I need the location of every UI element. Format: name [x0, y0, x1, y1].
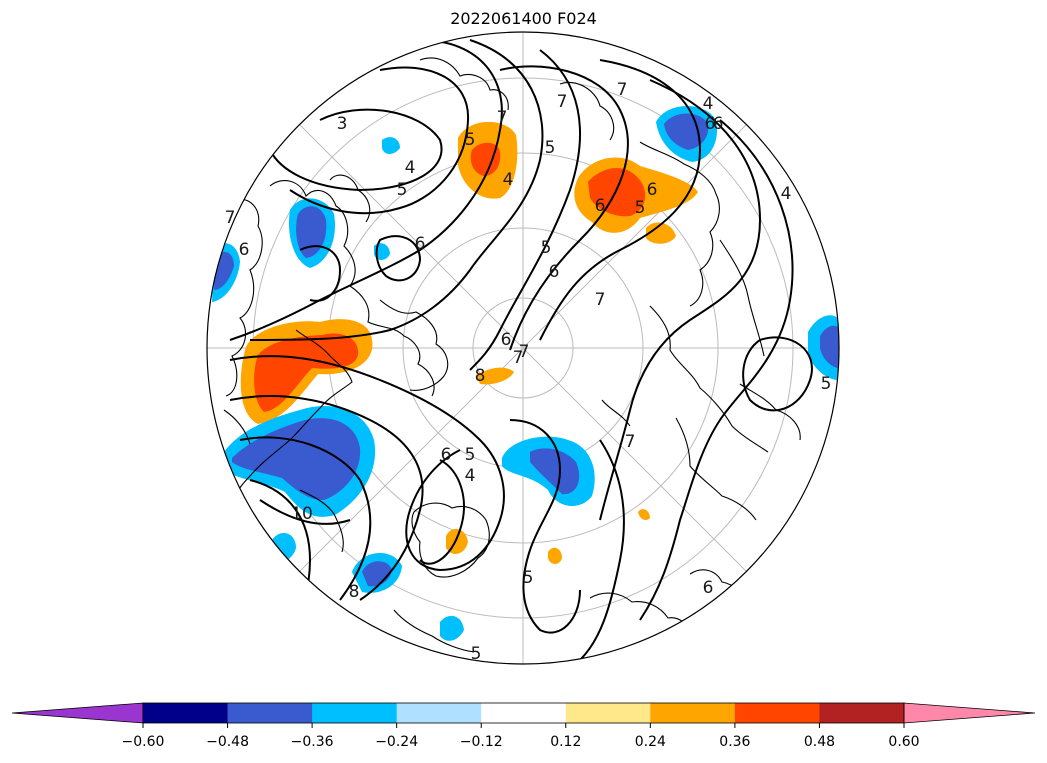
shading-layer [212, 105, 839, 641]
contour-label: 6 [703, 578, 714, 598]
contour-label: 8 [475, 366, 486, 386]
contour-label: 6 [415, 234, 426, 254]
strong-negative-anomaly [296, 206, 327, 258]
contour-label: 4 [465, 466, 476, 486]
contour-label: 6 [647, 180, 658, 200]
strong-positive-anomaly [588, 168, 646, 217]
contour-label: 5 [545, 138, 556, 158]
contour-label: 10 [291, 504, 313, 524]
contour-label: 5 [541, 238, 552, 258]
contour-label: 7 [625, 432, 636, 452]
map-title: 2022061400 F024 [450, 9, 597, 28]
colorbar-extend-min [11, 702, 144, 724]
positive-anomaly [638, 509, 650, 520]
colorbar-cell [565, 703, 651, 723]
contour-label: 8 [349, 582, 360, 602]
contour-label: 5 [465, 445, 476, 465]
colorbar-cell [481, 703, 567, 723]
colorbar-tick-label: −0.12 [460, 734, 503, 750]
colorbar-frame [142, 702, 905, 724]
colorbar-cell [143, 703, 229, 723]
colorbar-extend-max [903, 702, 1036, 724]
strong-negative-anomaly [820, 325, 839, 369]
strong-negative-anomaly [530, 448, 580, 495]
negative-anomaly [440, 615, 464, 641]
colorbar-tick-label: −0.60 [122, 734, 165, 750]
map-frame [206, 31, 840, 665]
colorbar-tick-label: −0.36 [291, 734, 334, 750]
contour-label: 5 [471, 644, 482, 664]
contour-label: 7 [595, 290, 606, 310]
contour-label: 5 [635, 198, 646, 218]
contour-label: 7 [513, 348, 524, 368]
colorbar-tick-label: −0.48 [206, 734, 249, 750]
contour-label: 4 [703, 94, 714, 114]
contour-label: 5 [465, 130, 476, 150]
colorbar-cell [312, 703, 398, 723]
colorbar-tick-label: −0.24 [375, 734, 418, 750]
colorbar-tick-label: 0.36 [719, 734, 750, 750]
contour-label: 4 [781, 184, 792, 204]
contour-lines [229, 39, 813, 661]
contour-label: 7 [497, 108, 508, 128]
colorbar-cell [396, 703, 482, 723]
contour-label: 6 [441, 445, 452, 465]
contour-label: 6 [549, 262, 560, 282]
strong-positive-anomaly [254, 333, 359, 412]
colorbar-tick-label: 0.24 [635, 734, 666, 750]
contour-label: 6 [239, 240, 250, 260]
colorbar-cell [819, 703, 905, 723]
contour-label: 4 [405, 158, 416, 178]
colorbar-cell [734, 703, 820, 723]
colorbar-tick-label: 0.12 [550, 734, 581, 750]
colorbar-cell [227, 703, 313, 723]
contour-label: 7 [557, 92, 568, 112]
negative-anomaly [382, 137, 400, 154]
colorbar-tick-label: 0.48 [804, 734, 835, 750]
contour-label: 4 [503, 170, 514, 190]
contour-label: 3 [337, 114, 348, 134]
contour-label: 6 [501, 330, 512, 350]
contour-label: 5 [523, 568, 534, 588]
colorbar-cell [650, 703, 736, 723]
positive-anomaly [548, 547, 562, 564]
contour-label: 5 [821, 374, 832, 394]
strong-negative-anomaly [664, 113, 709, 150]
contour-label: 6 [705, 114, 716, 134]
contour-label: 7 [225, 208, 236, 228]
colorbar-tick-label: 0.60 [888, 734, 919, 750]
contour-label: 7 [617, 80, 628, 100]
contour-label: 6 [713, 114, 724, 134]
contour-label: 7 [519, 342, 530, 362]
strong-negative-anomaly [232, 418, 361, 500]
contour-label: 6 [595, 196, 606, 216]
contour-label: 5 [397, 180, 408, 200]
strong-positive-anomaly [470, 142, 501, 176]
positive-anomaly [646, 222, 676, 244]
positive-anomaly [476, 367, 514, 385]
